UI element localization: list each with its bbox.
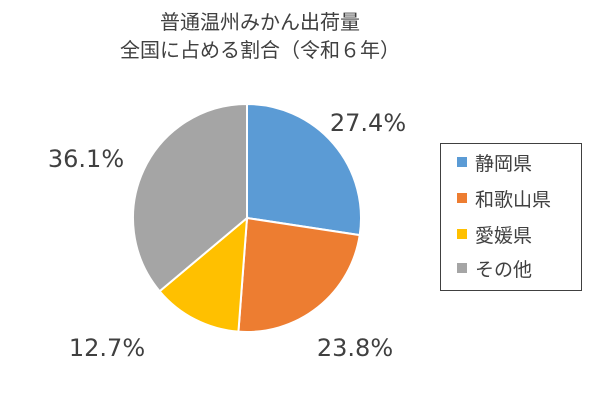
data-label-1: 27.4% [330, 109, 406, 137]
legend-item-4: その他 [457, 253, 532, 283]
legend-label-2: 和歌山県 [475, 188, 552, 211]
legend-swatch-2 [457, 193, 467, 203]
pie-slice-2 [237, 216, 361, 334]
chart-title-line-1: 普通温州みかん出荷量 [160, 10, 360, 34]
legend-item-1: 静岡県 [457, 147, 532, 177]
data-label-2: 23.8% [317, 334, 393, 362]
legend-label-1: 静岡県 [475, 152, 533, 175]
data-label-4: 36.1% [48, 145, 124, 173]
pie-slice-3 [158, 215, 249, 333]
legend-swatch-4 [457, 263, 467, 273]
legend-swatch-1 [457, 157, 467, 167]
legend-item-2: 和歌山県 [457, 183, 551, 213]
pie-slice-4 [132, 102, 248, 293]
legend-label-4: その他 [475, 258, 533, 281]
legend-swatch-3 [457, 229, 467, 239]
legend: 静岡県和歌山県愛媛県その他 [440, 143, 582, 291]
pie-slice-1 [246, 102, 363, 237]
chart-title-line-2: 全国に占める割合（令和６年） [120, 38, 400, 62]
legend-item-3: 愛媛県 [457, 219, 532, 249]
data-label-3: 12.7% [69, 334, 145, 362]
legend-label-3: 愛媛県 [475, 224, 533, 247]
